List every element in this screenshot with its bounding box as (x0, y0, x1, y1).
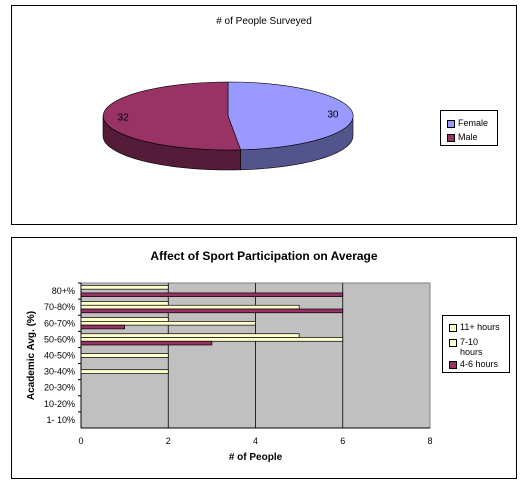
bar-chart-svg: 0 2 4 6 8 80+% 70-80% 60-70% 50-60% 40-50% 30-40% 2… (26, 282, 433, 463)
x-tick-label: 4 (253, 436, 258, 446)
bar-11-hours (80, 301, 169, 306)
y-tick-label: 80+% (52, 286, 75, 296)
pie-slice-male (102, 81, 242, 151)
bar-legend-swatch-4-6 (449, 361, 457, 369)
bar-legend-label-4-6: 4-6 hours (460, 359, 499, 369)
pie-slice-female (227, 81, 354, 151)
pie-legend-item-female: Female (447, 118, 488, 128)
x-tick-label: 0 (78, 436, 83, 446)
bar-7-10-hours (80, 369, 169, 374)
y-tick-label: 30-40% (44, 367, 75, 377)
bar-4-6-hours (80, 308, 344, 314)
pie-chart-panel: # of People Surveyed 30 32 Female Male (11, 5, 517, 225)
y-tick-label: 20-30% (44, 383, 75, 393)
y-tick-label: 70-80% (44, 302, 75, 312)
pie-legend: Female Male (440, 110, 498, 146)
y-axis-title: Academic Avg. (%) (26, 311, 37, 400)
pie-legend-item-male: Male (447, 132, 478, 142)
bar-11-hours (80, 333, 300, 338)
bar-legend-item-11plus: 11+ hours (449, 322, 500, 332)
pie-chart-svg: 30 32 (102, 81, 354, 171)
y-tick-label: 50-60% (44, 334, 75, 344)
pie-legend-label-male: Male (458, 132, 478, 142)
x-tick-label: 8 (427, 436, 432, 446)
bar-legend-label-11plus: 11+ hours (460, 322, 500, 332)
bar-7-10-hours (80, 321, 256, 326)
bar-legend: 11+ hours 7-10 hours 4-6 hours (442, 315, 510, 373)
y-tick-label: 60-70% (44, 318, 75, 328)
x-axis-title: # of People (229, 452, 283, 463)
bar-7-10-hours (80, 337, 344, 342)
y-tick-label: 1- 10% (46, 415, 75, 425)
pie-legend-swatch-male (447, 134, 455, 142)
bar-4-6-hours (80, 292, 344, 298)
bar-7-10-hours (80, 353, 169, 358)
pie-legend-swatch-female (447, 120, 455, 128)
bar-7-10-hours (80, 304, 300, 310)
x-tick-label: 6 (340, 436, 345, 446)
bar-legend-item-4-6: 4-6 hours (449, 359, 498, 369)
bar-4-6-hours (80, 340, 213, 346)
bar-11-hours (80, 317, 169, 322)
bar-chart-panel: Affect of Sport Participation on Average… (11, 237, 517, 479)
bar-legend-swatch-7-10 (449, 339, 457, 347)
bar-legend-item-7-10: 7-10 hours (449, 337, 503, 357)
bar-4-6-hours (80, 324, 125, 330)
bar-11-hours (80, 285, 169, 290)
bar-legend-swatch-11plus (449, 324, 457, 332)
bar-legend-label-7-10: 7-10 hours (460, 337, 483, 357)
pie-chart-title: # of People Surveyed (216, 16, 312, 27)
x-tick-label: 2 (166, 436, 171, 446)
pie-legend-label-female: Female (458, 118, 489, 128)
y-tick-label: 40-50% (44, 351, 75, 361)
y-tick-label: 10-20% (44, 399, 75, 409)
pie-value-label-male: 32 (118, 112, 130, 123)
bar-chart-title: Affect of Sport Participation on Average (150, 249, 378, 263)
pie-value-label-female: 30 (327, 110, 339, 121)
